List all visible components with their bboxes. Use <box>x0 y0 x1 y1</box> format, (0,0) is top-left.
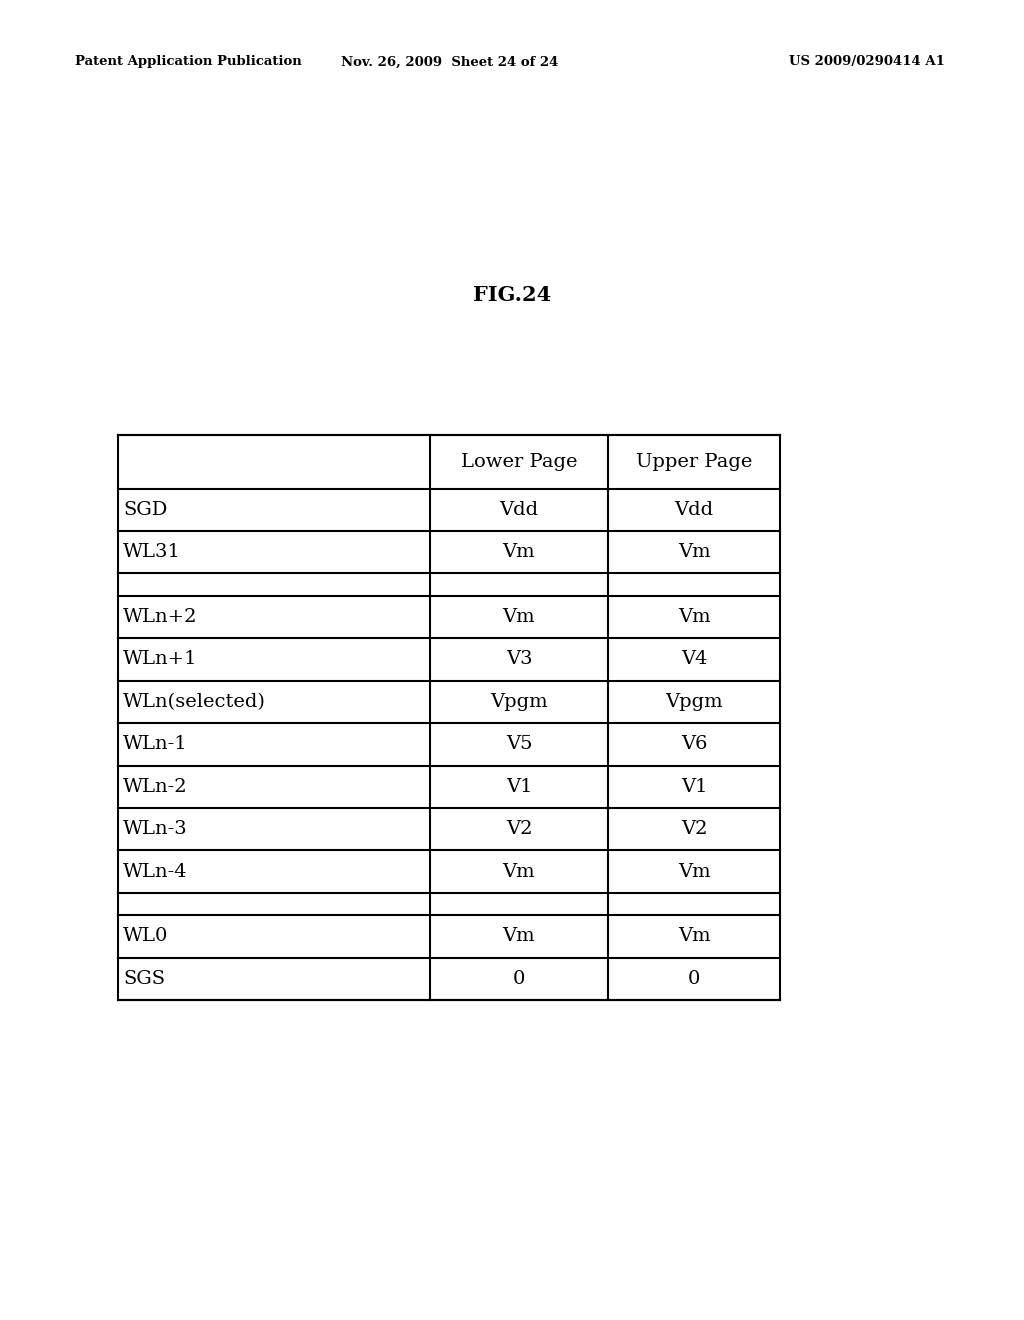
Text: WLn+1: WLn+1 <box>123 651 198 668</box>
Text: WL31: WL31 <box>123 544 181 561</box>
Text: SGD: SGD <box>123 500 167 519</box>
Text: V3: V3 <box>506 651 532 668</box>
Text: Patent Application Publication: Patent Application Publication <box>75 55 302 69</box>
Text: WLn+2: WLn+2 <box>123 609 198 626</box>
Text: WLn(selected): WLn(selected) <box>123 693 266 711</box>
Text: Nov. 26, 2009  Sheet 24 of 24: Nov. 26, 2009 Sheet 24 of 24 <box>341 55 559 69</box>
Text: Vm: Vm <box>503 609 536 626</box>
Text: Vm: Vm <box>678 609 711 626</box>
Text: WLn-2: WLn-2 <box>123 777 187 796</box>
Text: WL0: WL0 <box>123 928 168 945</box>
Text: V1: V1 <box>681 777 708 796</box>
Text: Vm: Vm <box>503 928 536 945</box>
Text: V4: V4 <box>681 651 708 668</box>
Text: V1: V1 <box>506 777 532 796</box>
Text: V6: V6 <box>681 735 708 754</box>
Text: WLn-3: WLn-3 <box>123 820 187 838</box>
Text: Vdd: Vdd <box>500 500 539 519</box>
Text: Vdd: Vdd <box>675 500 714 519</box>
Text: Upper Page: Upper Page <box>636 453 753 471</box>
Text: Vm: Vm <box>678 928 711 945</box>
Text: Vpgm: Vpgm <box>490 693 548 711</box>
Text: FIG.24: FIG.24 <box>473 285 551 305</box>
Text: SGS: SGS <box>123 970 165 987</box>
Text: Lower Page: Lower Page <box>461 453 578 471</box>
Text: Vm: Vm <box>678 862 711 880</box>
Text: Vm: Vm <box>503 544 536 561</box>
Text: V5: V5 <box>506 735 532 754</box>
Text: 0: 0 <box>688 970 700 987</box>
Text: V2: V2 <box>681 820 708 838</box>
Text: 0: 0 <box>513 970 525 987</box>
Text: Vm: Vm <box>678 544 711 561</box>
Text: WLn-1: WLn-1 <box>123 735 187 754</box>
Text: Vm: Vm <box>503 862 536 880</box>
Text: WLn-4: WLn-4 <box>123 862 187 880</box>
Text: Vpgm: Vpgm <box>666 693 723 711</box>
Text: V2: V2 <box>506 820 532 838</box>
Text: US 2009/0290414 A1: US 2009/0290414 A1 <box>790 55 945 69</box>
